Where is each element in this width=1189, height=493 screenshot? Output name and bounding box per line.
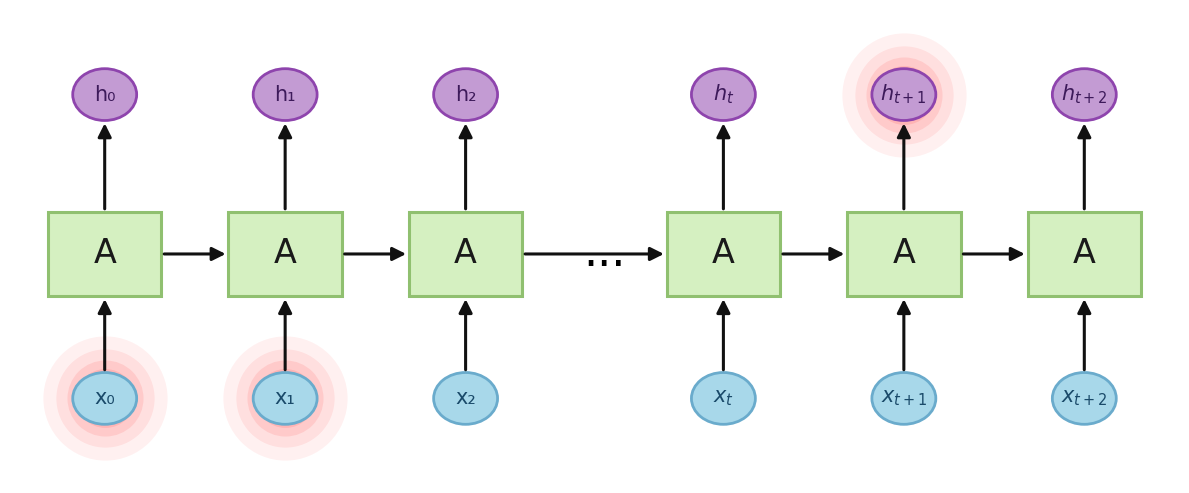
Ellipse shape	[73, 69, 137, 120]
Ellipse shape	[1052, 69, 1116, 120]
Text: $h_{t+1}$: $h_{t+1}$	[881, 83, 927, 106]
Text: $h_{t}$: $h_{t}$	[712, 83, 734, 106]
Ellipse shape	[1052, 373, 1116, 424]
Ellipse shape	[692, 373, 755, 424]
Text: h₁: h₁	[275, 85, 296, 105]
Point	[894, 91, 913, 99]
Text: $x_{t}$: $x_{t}$	[713, 388, 734, 408]
Text: $h_{t+2}$: $h_{t+2}$	[1061, 83, 1108, 106]
Point	[894, 91, 913, 99]
FancyBboxPatch shape	[228, 211, 342, 296]
Text: A: A	[93, 238, 117, 271]
Text: x₁: x₁	[275, 388, 296, 408]
Text: A: A	[893, 238, 916, 271]
Text: $x_{t+1}$: $x_{t+1}$	[881, 388, 927, 408]
Text: A: A	[712, 238, 735, 271]
Text: $x_{t+2}$: $x_{t+2}$	[1061, 388, 1107, 408]
Text: x₂: x₂	[455, 388, 476, 408]
Text: h₀: h₀	[94, 85, 115, 105]
Ellipse shape	[872, 373, 936, 424]
FancyBboxPatch shape	[1027, 211, 1141, 296]
Point	[276, 394, 295, 402]
Text: A: A	[1072, 238, 1096, 271]
Text: ...: ...	[584, 233, 625, 276]
Ellipse shape	[692, 69, 755, 120]
Ellipse shape	[434, 373, 497, 424]
Point	[276, 394, 295, 402]
FancyBboxPatch shape	[48, 211, 162, 296]
Ellipse shape	[253, 69, 317, 120]
Text: x₀: x₀	[94, 388, 115, 408]
Point	[894, 91, 913, 99]
Point	[95, 394, 114, 402]
Point	[95, 394, 114, 402]
FancyBboxPatch shape	[847, 211, 961, 296]
Point	[95, 394, 114, 402]
FancyBboxPatch shape	[667, 211, 780, 296]
Point	[95, 394, 114, 402]
Text: h₂: h₂	[454, 85, 477, 105]
Point	[894, 91, 913, 99]
Text: A: A	[454, 238, 477, 271]
Point	[276, 394, 295, 402]
Ellipse shape	[73, 373, 137, 424]
Text: A: A	[273, 238, 296, 271]
Ellipse shape	[253, 373, 317, 424]
Ellipse shape	[872, 69, 936, 120]
Point	[894, 91, 913, 99]
Ellipse shape	[434, 69, 497, 120]
Point	[95, 394, 114, 402]
Point	[276, 394, 295, 402]
Point	[276, 394, 295, 402]
FancyBboxPatch shape	[409, 211, 522, 296]
